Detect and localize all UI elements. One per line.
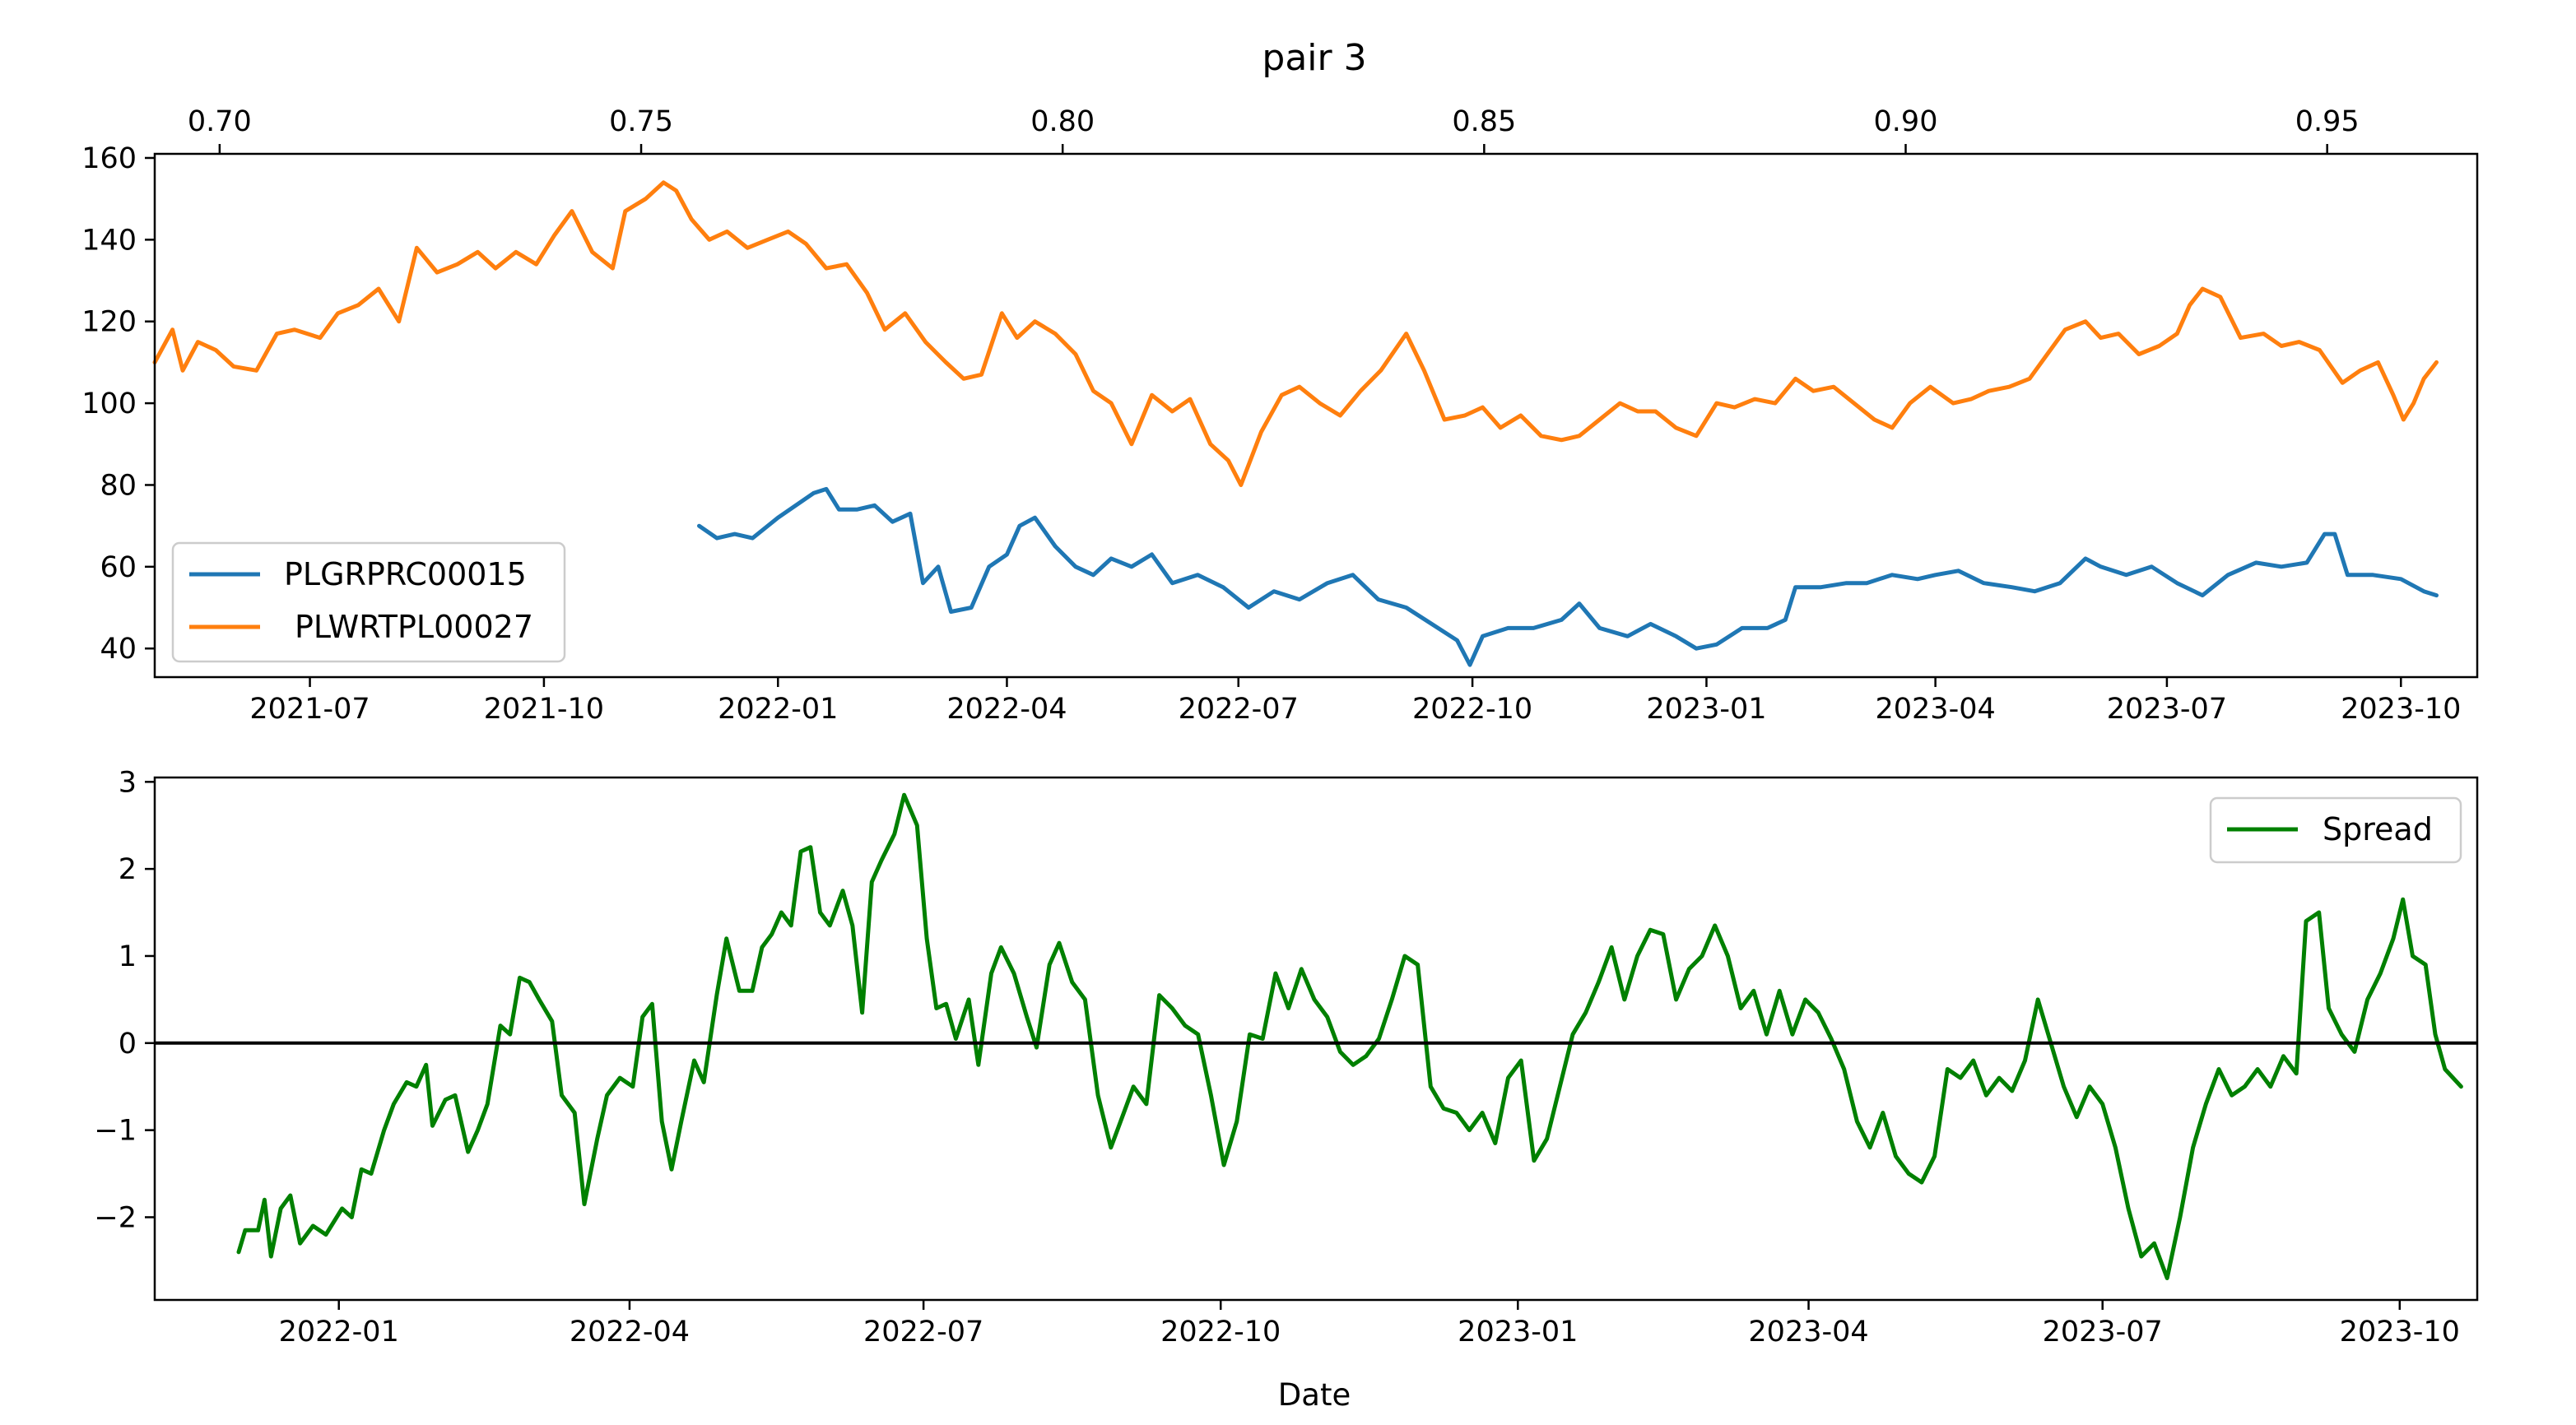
price-secondary-x-axis: 0.70 0.75 0.80 0.85 0.90 0.95 [188, 105, 2360, 154]
price-x-tick-label: 2021-10 [484, 693, 604, 726]
spread-x-tick-label: 2023-01 [1458, 1316, 1578, 1348]
price-x-tick-label: 2023-07 [2107, 693, 2227, 726]
x-axis-title: Date [1278, 1377, 1351, 1413]
spread-y-tick-label: −1 [94, 1115, 137, 1148]
price-x-tick-label: 2023-01 [1646, 693, 1766, 726]
price-y-axis: 40 60 80 100 120 140 160 [81, 142, 155, 666]
price-x-tick-label: 2022-01 [718, 693, 838, 726]
spread-x-tick-label: 2023-07 [2043, 1316, 2163, 1348]
spread-x-tick-label: 2022-04 [570, 1316, 690, 1348]
price-x-tick-label: 2023-04 [1876, 693, 1996, 726]
spread-x-tick-label: 2022-01 [279, 1316, 399, 1348]
price-y-tick-label: 80 [100, 469, 137, 502]
price-y-tick-label: 60 [100, 551, 137, 584]
price-x-tick-label: 2021-07 [249, 693, 370, 726]
spread-x-tick-label: 2023-04 [1748, 1316, 1868, 1348]
spread-x-tick-label: 2022-07 [863, 1316, 983, 1348]
price-secondary-x-tick-label: 0.80 [1030, 105, 1095, 138]
price-series-group [152, 180, 2439, 667]
price-secondary-x-tick-label: 0.90 [1874, 105, 1938, 138]
spread-x-tick-label: 2023-10 [2340, 1316, 2460, 1348]
spread-y-tick-label: 0 [119, 1028, 137, 1061]
price-x-tick-label: 2023-10 [2341, 693, 2461, 726]
series-line-plwrtpl00027 [152, 180, 2439, 487]
price-x-axis: 2021-07 2021-10 2022-01 2022-04 2022-07 2022-… [249, 677, 2461, 726]
price-y-tick-label: 140 [81, 224, 137, 257]
spread-x-axis: 2022-01 2022-04 2022-07 2022-10 2023-01 2023-… [279, 1300, 2460, 1348]
spread-legend-box [2209, 796, 2462, 864]
spread-plot-frame [153, 776, 2479, 1302]
spread-y-tick-label: 3 [119, 766, 137, 799]
spread-y-tick-label: 2 [119, 853, 137, 886]
price-x-tick-label: 2022-10 [1412, 693, 1532, 726]
price-x-tick-label: 2022-04 [946, 693, 1067, 726]
price-secondary-x-tick-label: 0.70 [188, 105, 252, 138]
legend-label-plgrprc00015: PLGRPRC00015 [284, 556, 527, 592]
price-x-tick-label: 2022-07 [1179, 693, 1299, 726]
spread-y-tick-label: −2 [94, 1201, 137, 1234]
price-plot-frame [153, 152, 2479, 679]
spread-y-axis: −2 −1 0 1 2 3 [94, 766, 155, 1234]
legend-label-plwrtpl00027: PLWRTPL00027 [295, 609, 533, 645]
spread-legend: Spread [2209, 796, 2462, 864]
series-line-plgrprc00015 [697, 486, 2439, 667]
price-y-tick-label: 100 [81, 388, 137, 420]
price-legend-box [171, 541, 566, 663]
price-secondary-x-tick-label: 0.95 [2295, 105, 2360, 138]
chart-title: pair 3 [1262, 37, 1366, 79]
price-legend: PLGRPRC00015 PLWRTPL00027 [171, 541, 566, 663]
spread-series-group [236, 792, 2463, 1280]
price-y-tick-label: 40 [100, 633, 137, 666]
price-y-tick-label: 160 [81, 142, 137, 175]
price-secondary-x-tick-label: 0.85 [1452, 105, 1516, 138]
spread-x-tick-label: 2022-10 [1160, 1316, 1281, 1348]
price-chart: pair 3 40 60 80 100 120 140 160 2021-07 2021-10… [81, 37, 2479, 726]
legend-label-spread: Spread [2323, 811, 2433, 847]
price-y-tick-label: 120 [81, 306, 137, 339]
spread-y-tick-label: 1 [119, 940, 137, 973]
price-secondary-x-tick-label: 0.75 [609, 105, 673, 138]
series-line-spread [236, 792, 2463, 1280]
